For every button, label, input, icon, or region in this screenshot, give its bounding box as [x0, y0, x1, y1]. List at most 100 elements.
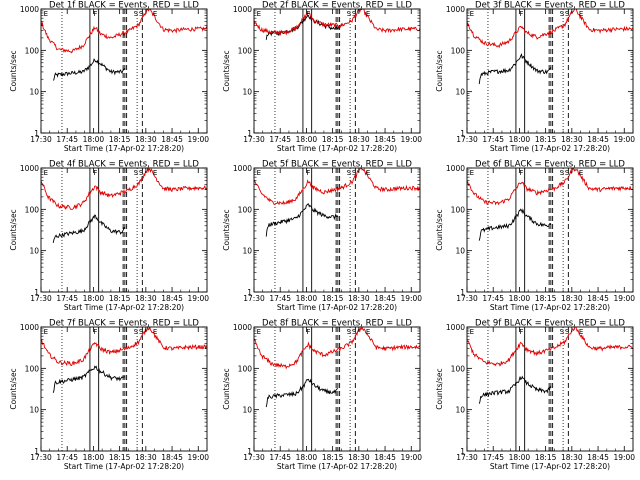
series-events	[52, 365, 126, 393]
x-tick-label: 19:00	[613, 294, 635, 303]
event-label: E	[44, 10, 48, 18]
y-tick-label: 1	[247, 288, 252, 297]
panel-title: Det 7f BLACK = Events, RED = LLD	[49, 319, 199, 329]
y-tick-label: 100	[238, 364, 253, 373]
event-label: E	[579, 169, 583, 177]
x-tick-label: 18:30	[135, 453, 157, 462]
plot-frame	[253, 8, 421, 134]
series-lld	[41, 168, 207, 210]
event-label: S	[565, 328, 570, 336]
y-tick-label: 10	[29, 247, 39, 256]
x-tick-label: 18:15	[109, 135, 131, 144]
plot-frame	[253, 326, 421, 452]
series-lld	[41, 327, 207, 367]
event-label: E	[153, 169, 157, 177]
y-tick-label: 1	[34, 447, 39, 456]
y-tick-label: 100	[25, 46, 40, 55]
x-tick-label: 17:30	[456, 135, 478, 144]
event-label: S	[139, 169, 144, 177]
y-tick-label: 1000	[446, 5, 465, 14]
x-tick-label: 17:45	[482, 135, 504, 144]
x-tick-label: 18:00	[296, 453, 318, 462]
series-events	[52, 214, 126, 244]
plot-frame	[253, 167, 421, 293]
x-axis-label: Start Time (17-Apr-02 17:28:20)	[277, 462, 397, 471]
x-tick-label: 17:30	[243, 135, 265, 144]
plot-area	[41, 9, 207, 133]
plot-area	[41, 168, 207, 292]
y-tick-label: 10	[455, 406, 465, 415]
y-axis-label: Counts/sec	[9, 209, 18, 250]
x-tick-label: 18:15	[535, 135, 557, 144]
x-tick-label: 17:45	[269, 453, 291, 462]
event-label: E	[366, 10, 370, 18]
y-tick-label: 1000	[446, 323, 465, 332]
y-tick-label: 1	[34, 129, 39, 138]
x-tick-label: 19:00	[187, 453, 209, 462]
y-tick-label: 1	[460, 129, 465, 138]
x-tick-label: 17:45	[269, 294, 291, 303]
x-tick-label: 17:45	[269, 135, 291, 144]
x-tick-label: 17:45	[56, 135, 78, 144]
event-label: S	[352, 169, 357, 177]
event-label: S	[560, 328, 565, 336]
x-tick-label: 18:45	[161, 294, 183, 303]
series-events	[478, 53, 552, 85]
x-tick-label: 18:00	[509, 135, 531, 144]
y-axis-label: Counts/sec	[222, 50, 231, 91]
series-lld	[467, 168, 633, 206]
y-axis-label: Counts/sec	[9, 368, 18, 409]
x-tick-label: 18:45	[374, 453, 396, 462]
x-tick-label: 19:00	[613, 453, 635, 462]
y-tick-label: 10	[455, 88, 465, 97]
y-tick-label: 100	[451, 205, 466, 214]
x-tick-label: 17:45	[482, 453, 504, 462]
y-tick-label: 1000	[233, 164, 252, 173]
series-events	[478, 375, 552, 404]
event-label: E	[44, 169, 48, 177]
y-tick-label: 1000	[20, 323, 39, 332]
x-tick-label: 18:30	[561, 135, 583, 144]
x-tick-label: 18:30	[135, 294, 157, 303]
event-label: E	[470, 169, 474, 177]
x-axis-label: Start Time (17-Apr-02 17:28:20)	[64, 462, 184, 471]
y-axis-label: Counts/sec	[222, 209, 231, 250]
event-label: F	[306, 328, 310, 336]
panel-title: Det 4f BLACK = Events, RED = LLD	[49, 160, 199, 170]
y-tick-label: 100	[238, 46, 253, 55]
event-label: E	[470, 328, 474, 336]
y-axis-label: Counts/sec	[435, 209, 444, 250]
event-label: S	[139, 10, 144, 18]
y-tick-label: 1000	[233, 323, 252, 332]
y-tick-label: 10	[455, 247, 465, 256]
event-label: S	[347, 169, 352, 177]
series-events	[265, 14, 342, 40]
x-tick-label: 19:00	[400, 135, 422, 144]
event-label: S	[560, 10, 565, 18]
y-tick-label: 1000	[20, 164, 39, 173]
x-tick-label: 18:15	[109, 294, 131, 303]
y-tick-label: 10	[242, 247, 252, 256]
panel-title: Det 1f BLACK = Events, RED = LLD	[49, 1, 199, 11]
event-label: S	[134, 10, 139, 18]
x-tick-label: 19:00	[400, 453, 422, 462]
series-events	[52, 58, 126, 81]
x-tick-label: 18:45	[161, 135, 183, 144]
x-tick-label: 18:00	[296, 135, 318, 144]
x-tick-label: 18:30	[561, 294, 583, 303]
event-label: S	[347, 328, 352, 336]
x-axis-label: Start Time (17-Apr-02 17:28:20)	[277, 144, 397, 153]
x-tick-label: 18:30	[135, 135, 157, 144]
plot-area	[467, 168, 633, 292]
x-tick-label: 18:45	[587, 135, 609, 144]
x-tick-label: 17:45	[482, 294, 504, 303]
x-tick-label: 17:30	[243, 294, 265, 303]
x-tick-label: 17:30	[456, 453, 478, 462]
plot-area	[254, 168, 420, 292]
y-tick-label: 1	[460, 447, 465, 456]
panel-title: Det 6f BLACK = Events, RED = LLD	[475, 160, 625, 170]
